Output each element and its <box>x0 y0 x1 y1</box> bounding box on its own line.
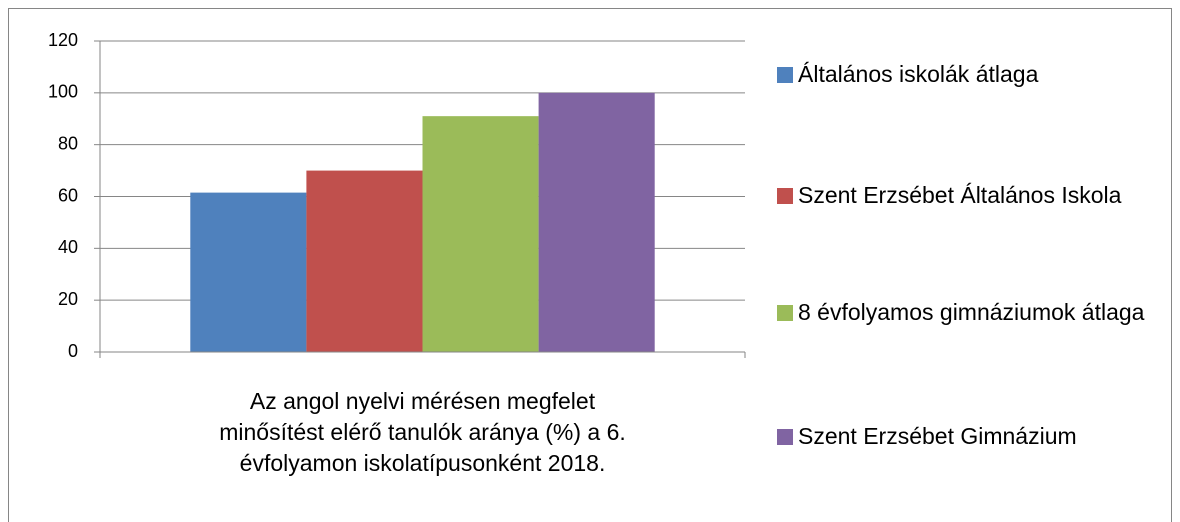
legend-entry: Szent Erzsébet Általános Iskola <box>777 176 1157 214</box>
legend-swatch <box>777 188 793 204</box>
legend-label: Általános iskolák átlaga <box>798 61 1039 87</box>
legend-entry: Szent Erzsébet Gimnázium <box>777 417 1157 455</box>
legend-entry: 8 évfolyamos gimnáziumok átlaga <box>777 293 1157 331</box>
y-tick-label: 120 <box>48 30 78 50</box>
y-tick-label: 40 <box>58 237 78 257</box>
legend-label: Szent Erzsébet Gimnázium <box>798 423 1077 449</box>
y-tick-label: 20 <box>58 289 78 309</box>
chart-frame <box>8 8 1172 522</box>
y-tick-label: 60 <box>58 185 78 205</box>
legend-swatch <box>777 67 793 83</box>
x-category-label: Az angol nyelvi mérésen megfelet minősít… <box>219 388 626 476</box>
y-tick-label: 0 <box>68 341 78 361</box>
bar <box>190 192 307 352</box>
legend-label: 8 évfolyamos gimnáziumok átlaga <box>798 299 1145 325</box>
bar <box>306 170 423 352</box>
legend-swatch <box>777 429 793 445</box>
legend-label: Szent Erzsébet Általános Iskola <box>798 182 1122 208</box>
bar <box>422 116 539 353</box>
legend-swatch <box>777 305 793 321</box>
bar <box>538 92 655 352</box>
y-tick-label: 100 <box>48 82 78 102</box>
y-tick-label: 80 <box>58 133 78 153</box>
legend-entry: Általános iskolák átlaga <box>777 55 1157 93</box>
